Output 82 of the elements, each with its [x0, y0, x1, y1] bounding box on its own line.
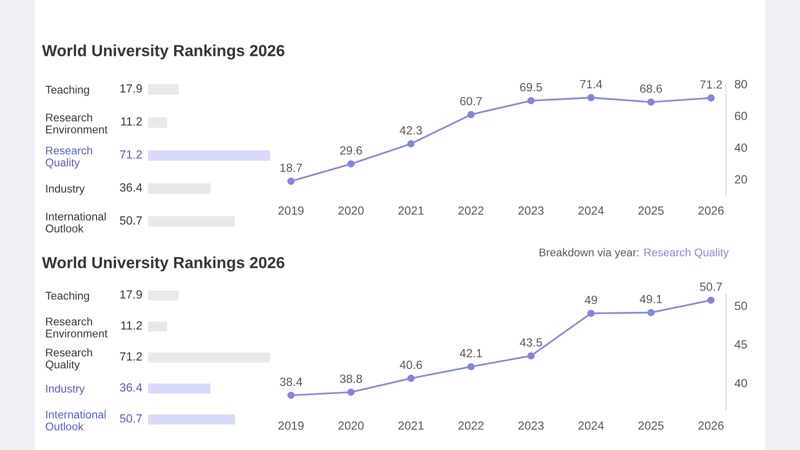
x-tick-label: 2019 [278, 421, 304, 430]
text: Research Quality [644, 248, 729, 259]
point [647, 98, 655, 106]
point [707, 296, 715, 304]
x-tick-label: 2022 [458, 206, 484, 215]
x-tick-label: 2024 [578, 421, 604, 430]
data-label: 43.5 [520, 338, 542, 347]
data-label: 71.4 [580, 80, 602, 88]
data-label: 60.7 [460, 96, 482, 106]
x-tick-label: 2026 [698, 206, 724, 215]
data-label: 71.2 [700, 80, 722, 89]
data-label: 36.4 [120, 383, 142, 392]
x-tick-label: 2021 [398, 421, 424, 430]
point [347, 388, 355, 396]
y-tick-label: 40 [734, 143, 748, 152]
point [347, 160, 355, 168]
data-label: 38.4 [280, 378, 302, 386]
x-tick-label: 2026 [698, 421, 724, 430]
y-tick-label: International Outlook [46, 410, 106, 430]
data-label: 36.4 [120, 183, 142, 192]
point [287, 392, 295, 399]
data-label: 42.3 [400, 126, 422, 135]
x-tick-label: 2023 [518, 421, 544, 430]
x-tick-label: 2020 [338, 421, 364, 430]
point [587, 94, 595, 102]
data-label: 18.7 [280, 164, 302, 172]
x-tick-label: 2024 [578, 206, 604, 215]
y-tick-label: 80 [734, 80, 748, 88]
y-tick-label: International Outlook [46, 212, 106, 232]
y-tick-label: Research Environment [46, 113, 108, 134]
y-tick-label: 20 [734, 175, 748, 184]
y-tick-label: Teaching [45, 85, 89, 96]
x-tick-label: 2023 [518, 206, 544, 215]
data-label: 69.5 [520, 83, 542, 92]
y-tick-label: Industry [46, 384, 85, 395]
y-tick-label: 60 [734, 112, 748, 120]
point [467, 110, 475, 118]
data-label: 71.2 [120, 150, 142, 159]
data-label: 11.2 [121, 321, 142, 330]
point [527, 97, 535, 104]
chart-title: World University Rankings 2026 [42, 256, 284, 272]
x-tick-label: 2021 [398, 206, 424, 215]
x-tick-label: 2020 [338, 206, 364, 215]
y-tick-label: 40 [734, 378, 748, 388]
bar [148, 384, 210, 394]
data-label: 68.6 [640, 84, 662, 93]
data-label: 50.7 [120, 216, 142, 225]
data-label: 50.7 [700, 282, 722, 291]
bar [148, 414, 235, 424]
point [287, 178, 295, 185]
x-tick-label: 2022 [458, 421, 484, 430]
point [407, 374, 415, 382]
y-tick-label: Research Quality [46, 146, 92, 169]
data-label: 17.9 [120, 290, 142, 299]
data-label: 42.1 [460, 349, 482, 358]
data-label: 71.2 [120, 352, 142, 361]
data-label: 17.9 [120, 84, 142, 93]
point [407, 140, 415, 148]
x-tick-label: 2019 [278, 206, 304, 215]
data-label: 49 [584, 296, 598, 304]
text: Breakdown via year: [540, 248, 638, 259]
data-label: 38.8 [340, 374, 362, 383]
point [587, 310, 595, 317]
data-label: 11.2 [121, 117, 142, 126]
chart-title: World University Rankings 2026 [42, 44, 284, 60]
y-tick-label: 45 [734, 340, 747, 349]
y-tick-label: Research Quality [46, 348, 92, 371]
y-tick-label: Research Environment [46, 317, 108, 338]
point [527, 352, 535, 360]
x-tick-label: 2025 [638, 421, 664, 430]
y-tick-label: Teaching [45, 291, 89, 302]
y-tick-label: Industry [46, 184, 85, 195]
point [467, 363, 475, 370]
y-tick-label: 50 [734, 302, 748, 310]
bar [148, 150, 270, 161]
data-label: 50.7 [120, 414, 142, 423]
point [707, 94, 715, 102]
point [647, 308, 655, 316]
x-tick-label: 2025 [638, 206, 664, 215]
data-label: 49.1 [640, 294, 662, 304]
data-label: 40.6 [400, 360, 422, 370]
data-label: 29.6 [340, 146, 362, 155]
